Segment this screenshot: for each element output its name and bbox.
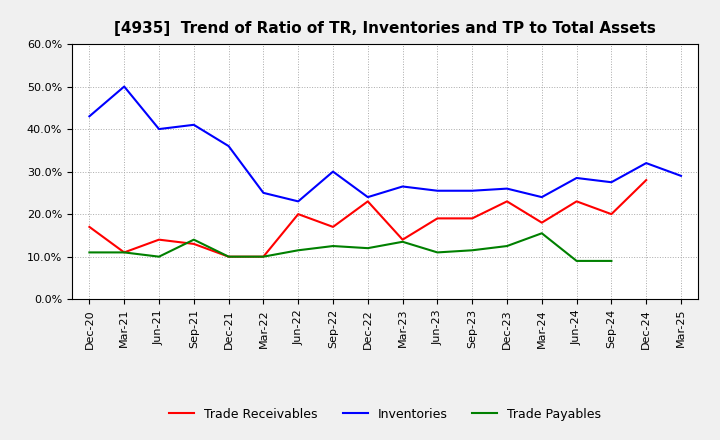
Trade Payables <box>225 254 233 259</box>
Inventories <box>433 188 442 194</box>
Trade Receivables <box>468 216 477 221</box>
Trade Payables <box>537 231 546 236</box>
Trade Receivables <box>642 177 651 183</box>
Trade Receivables <box>537 220 546 225</box>
Trade Payables <box>85 250 94 255</box>
Line: Inventories: Inventories <box>89 87 681 202</box>
Trade Payables <box>398 239 407 245</box>
Inventories <box>642 161 651 166</box>
Inventories <box>503 186 511 191</box>
Inventories <box>607 180 616 185</box>
Trade Receivables <box>294 212 302 217</box>
Trade Receivables <box>607 212 616 217</box>
Inventories <box>85 114 94 119</box>
Inventories <box>225 143 233 149</box>
Trade Payables <box>468 248 477 253</box>
Trade Payables <box>364 246 372 251</box>
Trade Payables <box>120 250 129 255</box>
Trade Receivables <box>155 237 163 242</box>
Inventories <box>155 126 163 132</box>
Inventories <box>294 199 302 204</box>
Trade Payables <box>503 243 511 249</box>
Line: Trade Receivables: Trade Receivables <box>89 180 647 257</box>
Inventories <box>468 188 477 194</box>
Inventories <box>120 84 129 89</box>
Trade Receivables <box>364 199 372 204</box>
Trade Payables <box>155 254 163 259</box>
Trade Receivables <box>189 241 198 246</box>
Trade Receivables <box>259 254 268 259</box>
Inventories <box>677 173 685 179</box>
Trade Payables <box>189 237 198 242</box>
Trade Receivables <box>503 199 511 204</box>
Trade Payables <box>328 243 337 249</box>
Inventories <box>364 194 372 200</box>
Trade Receivables <box>225 254 233 259</box>
Trade Receivables <box>572 199 581 204</box>
Trade Payables <box>607 258 616 264</box>
Trade Receivables <box>398 237 407 242</box>
Inventories <box>537 194 546 200</box>
Trade Receivables <box>120 250 129 255</box>
Inventories <box>572 176 581 181</box>
Trade Receivables <box>433 216 442 221</box>
Legend: Trade Receivables, Inventories, Trade Payables: Trade Receivables, Inventories, Trade Pa… <box>164 403 606 425</box>
Inventories <box>328 169 337 174</box>
Trade Payables <box>433 250 442 255</box>
Inventories <box>398 184 407 189</box>
Title: [4935]  Trend of Ratio of TR, Inventories and TP to Total Assets: [4935] Trend of Ratio of TR, Inventories… <box>114 21 656 36</box>
Inventories <box>259 190 268 195</box>
Trade Payables <box>572 258 581 264</box>
Line: Trade Payables: Trade Payables <box>89 233 611 261</box>
Trade Receivables <box>328 224 337 230</box>
Inventories <box>189 122 198 128</box>
Trade Receivables <box>85 224 94 230</box>
Trade Payables <box>259 254 268 259</box>
Trade Payables <box>294 248 302 253</box>
